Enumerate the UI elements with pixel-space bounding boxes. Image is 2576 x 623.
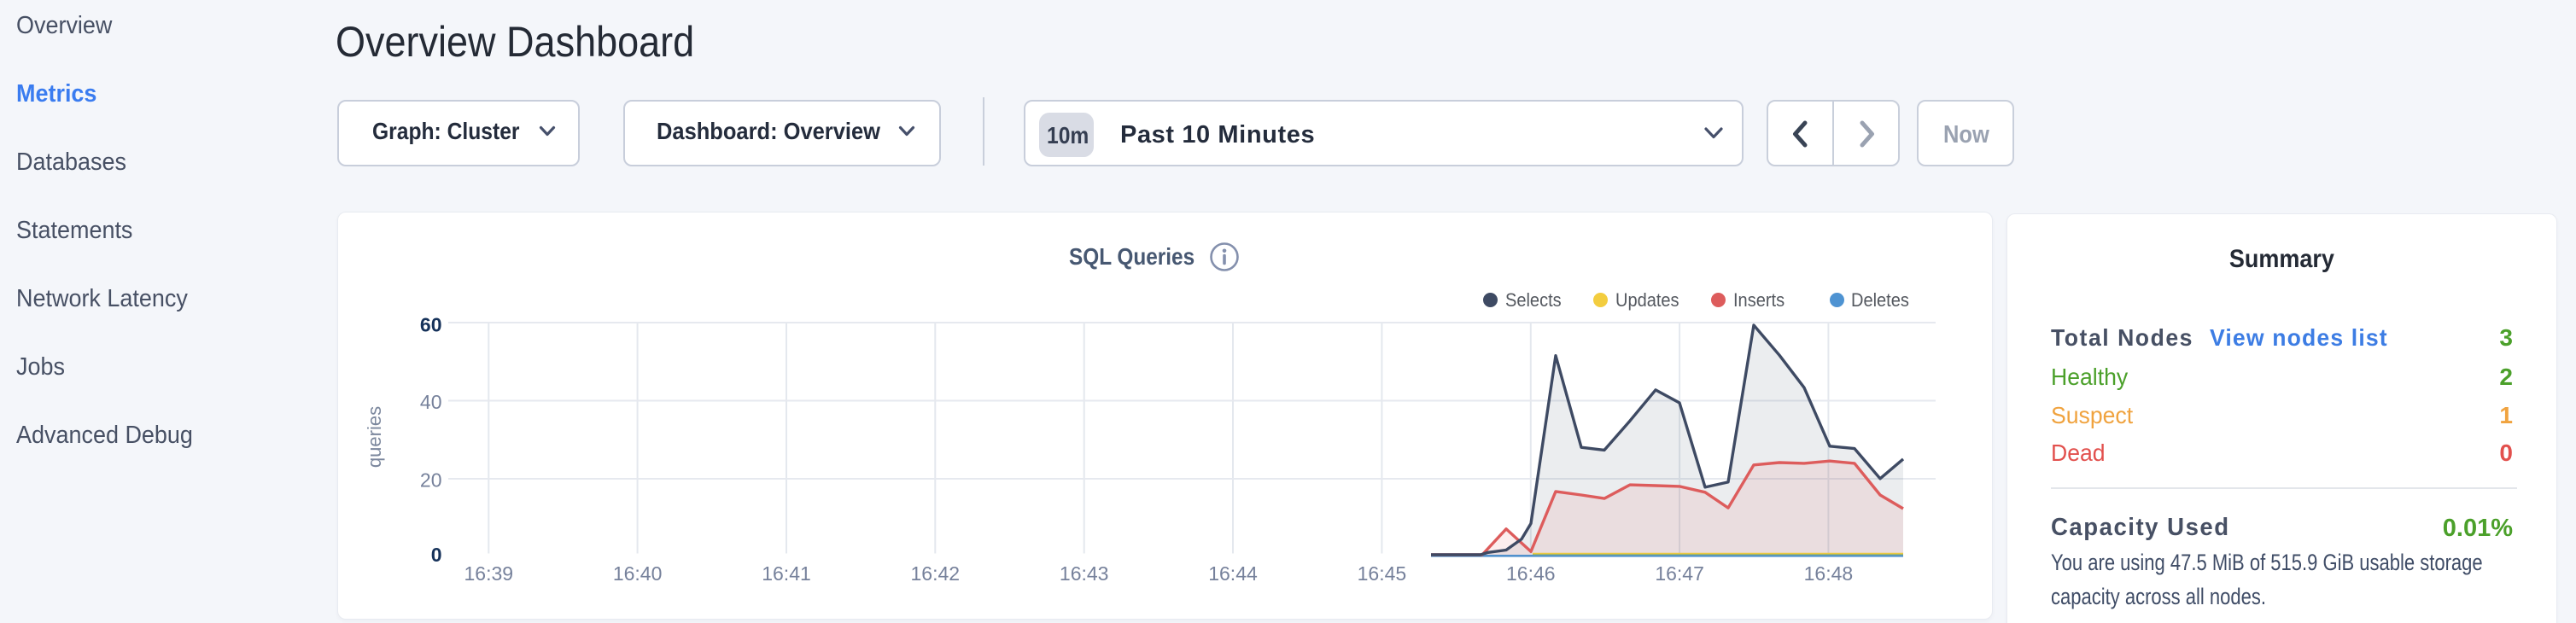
svg-text:16:39: 16:39 [464,562,514,585]
svg-text:queries: queries [364,406,385,468]
svg-text:0: 0 [431,544,442,566]
svg-text:16:40: 16:40 [613,562,663,585]
svg-text:16:48: 16:48 [1804,562,1854,585]
svg-text:16:43: 16:43 [1060,562,1109,585]
svg-text:16:41: 16:41 [762,562,811,585]
svg-text:20: 20 [420,469,442,491]
svg-text:40: 40 [420,391,442,413]
svg-text:16:47: 16:47 [1655,562,1704,585]
svg-text:16:42: 16:42 [911,562,961,585]
svg-text:16:45: 16:45 [1358,562,1407,585]
svg-text:16:46: 16:46 [1506,562,1556,585]
svg-text:60: 60 [420,313,442,335]
svg-text:16:44: 16:44 [1208,562,1258,585]
